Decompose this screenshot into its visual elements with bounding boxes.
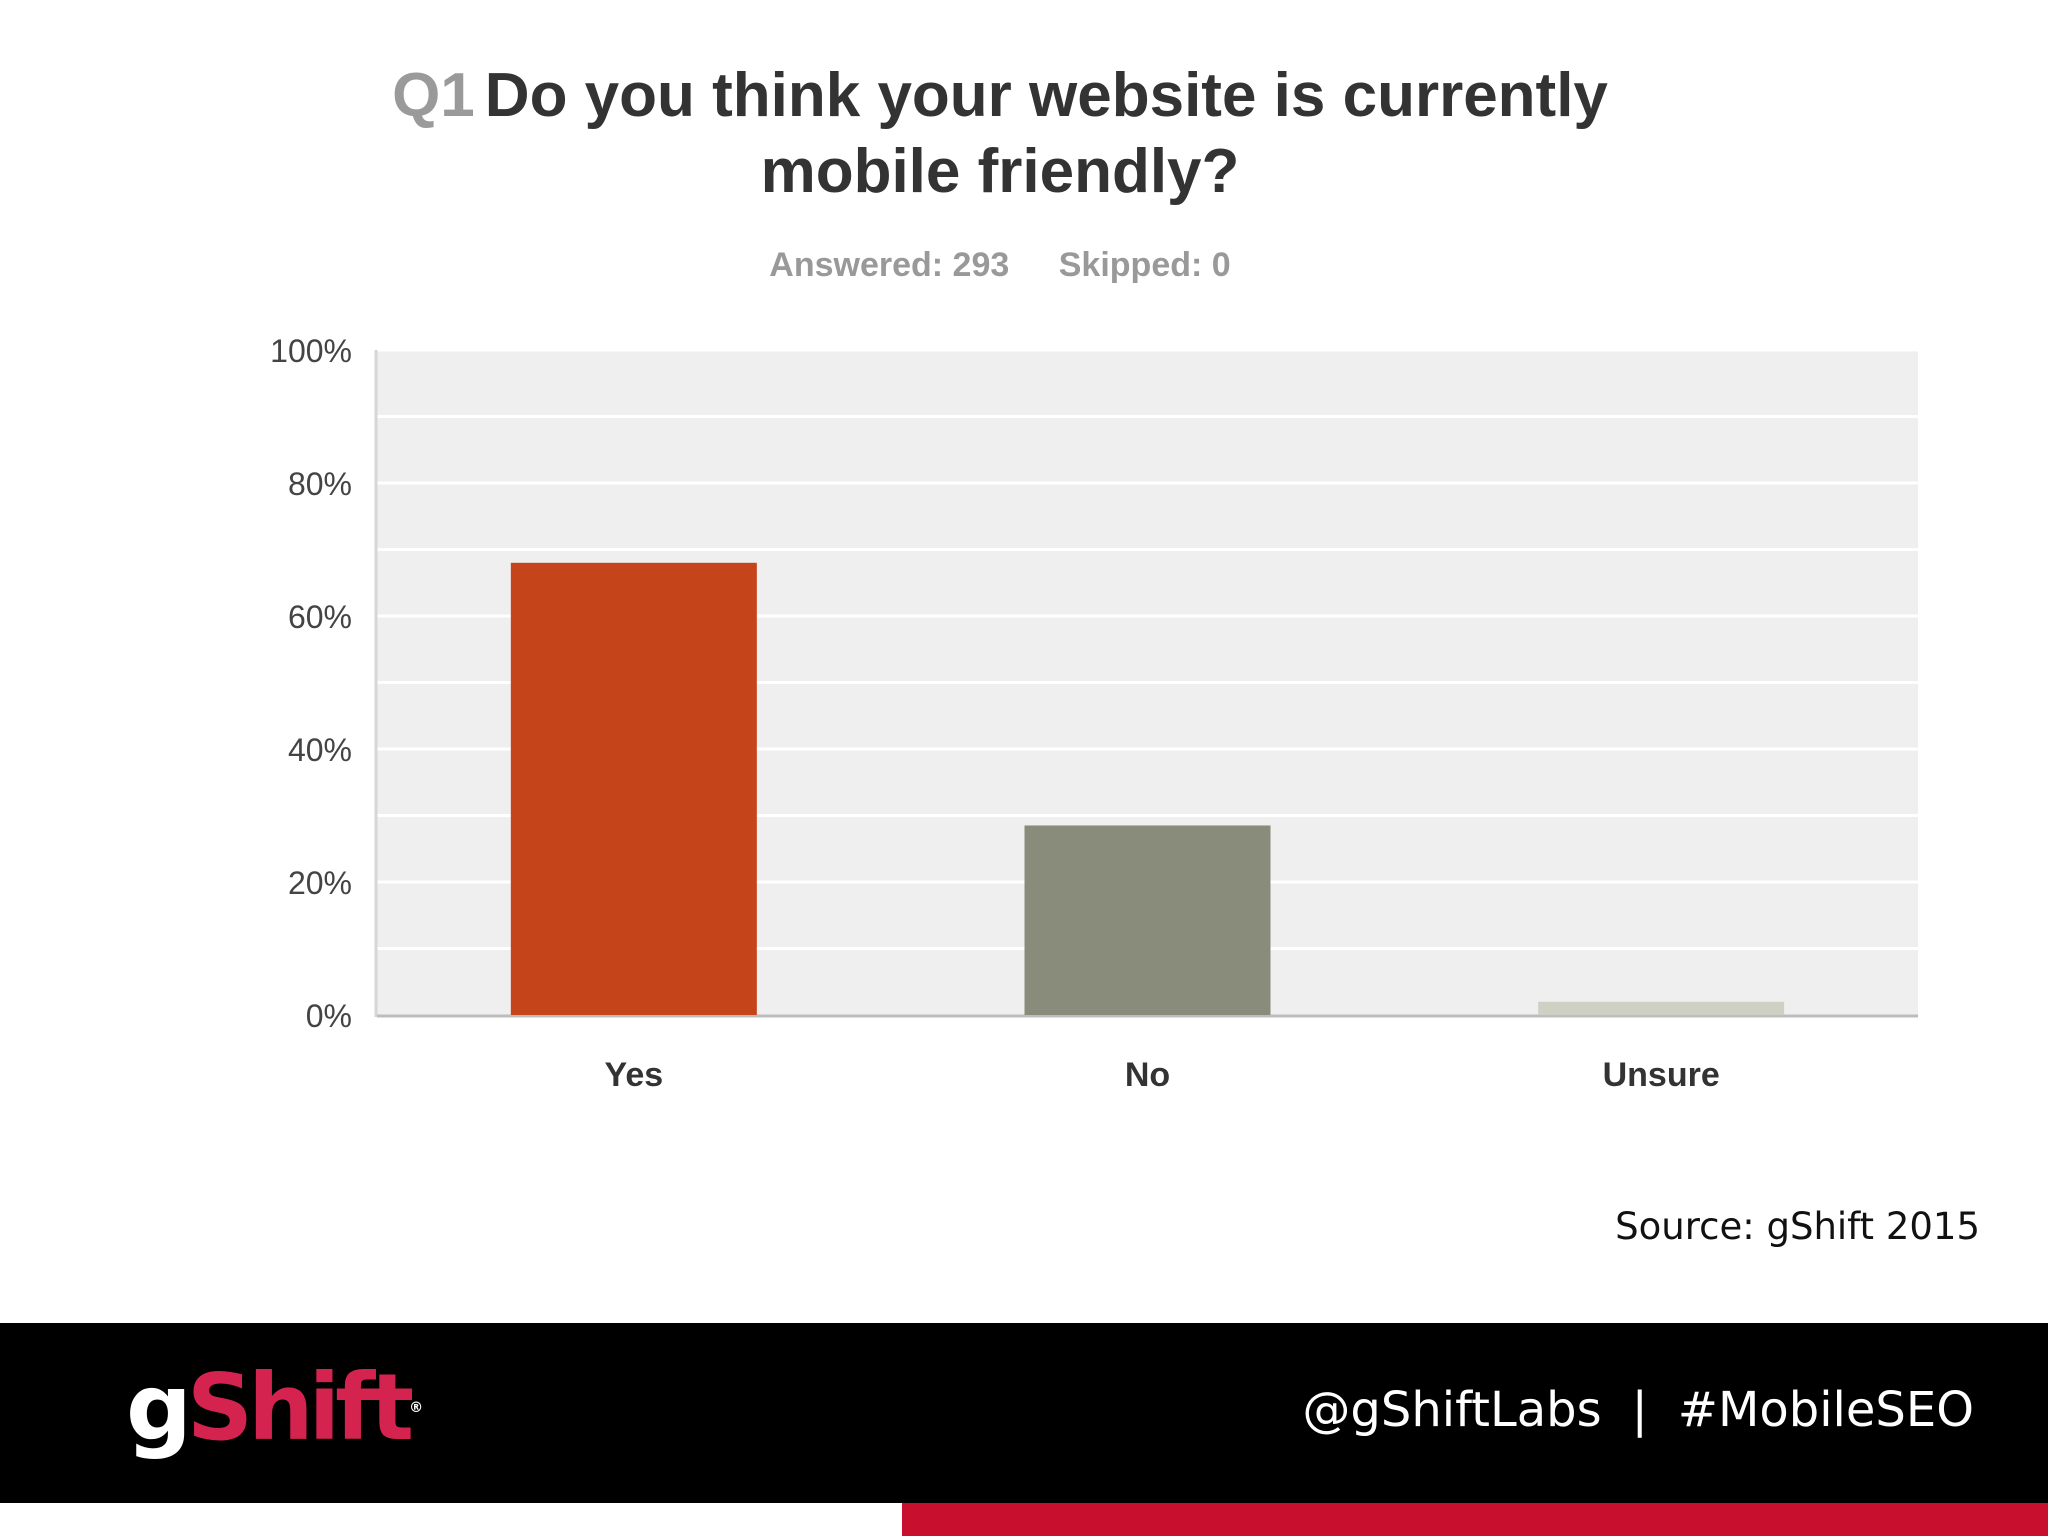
footer-strip-left <box>0 1503 902 1536</box>
y-tick-label: 100% <box>270 333 352 369</box>
social-separator: | <box>1631 1382 1648 1438</box>
logo-shift: Shift <box>186 1354 414 1461</box>
question-title-line-1: Q1 Do you think your website is currently <box>0 58 2000 134</box>
question-title: Q1 Do you think your website is currently… <box>0 58 2000 210</box>
logo-registered-mark: ® <box>409 1400 424 1416</box>
answered-count: Answered: 293 <box>769 246 1010 284</box>
source-note: Source: gShift 2015 <box>1615 1205 1980 1248</box>
y-tick-label: 0% <box>306 998 352 1034</box>
bar-chart: 0% 20% 40% 60% 80% 100% Yes No Unsure <box>270 333 1918 1094</box>
bar-yes <box>510 562 757 1015</box>
footer-accent-strip <box>902 1503 2048 1536</box>
twitter-handle: @gShiftLabs <box>1302 1382 1602 1438</box>
skipped-count: Skipped: 0 <box>1058 246 1231 284</box>
question-number: Q1 <box>392 61 475 130</box>
gshift-logo: gShift® <box>126 1358 423 1458</box>
x-category-label: Unsure <box>1603 1056 1720 1094</box>
y-tick-label: 60% <box>288 599 352 635</box>
y-tick-label: 20% <box>288 865 352 901</box>
social-tags: @gShiftLabs | #MobileSEO <box>1302 1382 1974 1438</box>
hashtag: #MobileSEO <box>1677 1382 1974 1438</box>
question-text-line-2: mobile friendly? <box>760 137 1240 206</box>
x-category-label: No <box>1125 1056 1170 1094</box>
response-stats: Answered: 293 Skipped: 0 <box>0 246 2000 285</box>
x-category-label: Yes <box>605 1056 664 1094</box>
bar-no <box>1024 825 1271 1015</box>
y-tick-label: 80% <box>288 466 352 502</box>
y-tick-label: 40% <box>288 732 352 768</box>
question-text-line-1: Do you think your website is currently <box>484 61 1608 130</box>
footer-bar <box>0 1323 2048 1503</box>
logo-g: g <box>126 1354 192 1461</box>
bar-unsure <box>1538 1001 1785 1015</box>
